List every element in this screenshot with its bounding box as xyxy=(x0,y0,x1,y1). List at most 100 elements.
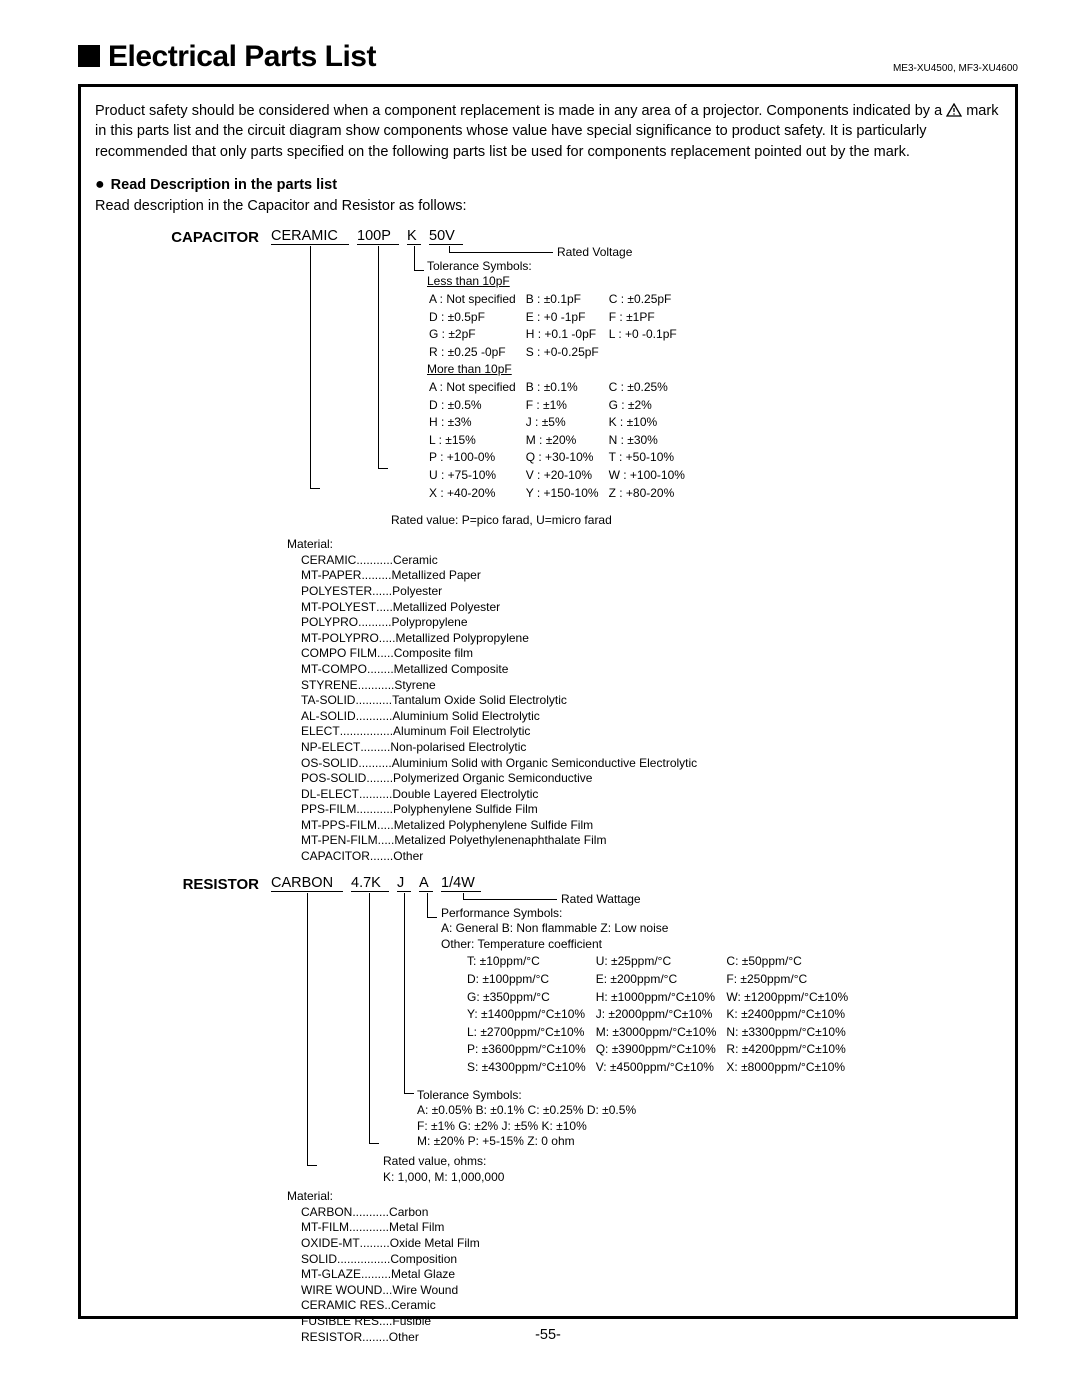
table-cell: J : ±5% xyxy=(526,415,607,431)
material-row: MT-POLYPRO..... Metallized Polypropylene xyxy=(301,631,1001,647)
table-cell: N : ±30% xyxy=(609,433,693,449)
table-cell: K: ±2400ppm/°C±10% xyxy=(726,1007,856,1023)
resistor-rated-value-label: Rated value, ohms: xyxy=(383,1154,1001,1170)
resistor-rated-value-line: K: 1,000, M: 1,000,000 xyxy=(383,1170,1001,1186)
table-cell: C : ±0.25% xyxy=(609,380,693,396)
table-cell: D : ±0.5% xyxy=(429,398,524,414)
material-row: MT-PPS-FILM..... Metalized Polyphenylene… xyxy=(301,818,1001,834)
table-cell: V: ±4500ppm/°C±10% xyxy=(596,1060,725,1076)
table-cell: G: ±350ppm/°C xyxy=(467,990,594,1006)
table-cell: Z : +80-20% xyxy=(609,486,693,502)
rated-wattage-label: Rated Wattage xyxy=(561,892,641,906)
rated-voltage-label: Rated Voltage xyxy=(557,245,632,259)
material-row: MT-PEN-FILM..... Metalized Polyethylenen… xyxy=(301,833,1001,849)
table-cell: R: ±4200ppm/°C±10% xyxy=(726,1042,856,1058)
table-cell xyxy=(858,1042,866,1058)
read-description-text: Read description in the Capacitor and Re… xyxy=(95,198,1001,214)
performance-line-1: A: General B: Non flammable Z: Low noise xyxy=(441,921,1001,937)
resistor-tol-line-2: F: ±1% G: ±2% J: ±5% K: ±10% xyxy=(417,1119,1001,1135)
material-row: FUSIBLE RES.... Fusible xyxy=(301,1314,1001,1330)
material-row: OS-SOLID.......... Aluminium Solid with … xyxy=(301,756,1001,772)
material-row: CARBON........... Carbon xyxy=(301,1205,1001,1221)
material-row: OXIDE-MT......... Oxide Metal Film xyxy=(301,1236,1001,1252)
warning-icon xyxy=(946,103,962,117)
performance-line-2: Other: Temperature coefficient xyxy=(441,937,1001,953)
safety-paragraph: Product safety should be considered when… xyxy=(95,101,1001,162)
table-cell: U: ±25ppm/°C xyxy=(596,954,725,970)
material-row: MT-COMPO........ Metallized Composite xyxy=(301,662,1001,678)
table-cell: R : ±0.25 -0pF xyxy=(429,345,524,361)
table-cell: U : +75-10% xyxy=(429,468,524,484)
table-cell: D : ±0.5pF xyxy=(429,310,524,326)
table-cell: S : +0-0.25pF xyxy=(526,345,607,361)
capacitor-materials: CERAMIC........... CeramicMT-PAPER......… xyxy=(301,553,1001,865)
table-cell: Q : +30-10% xyxy=(526,450,607,466)
table-cell: M : ±20% xyxy=(526,433,607,449)
capacitor-label: CAPACITOR xyxy=(171,229,259,246)
material-row: SOLID................ Composition xyxy=(301,1252,1001,1268)
tolerance-symbols-label: Tolerance Symbols: xyxy=(427,259,1001,275)
table-cell: F : ±1PF xyxy=(609,310,685,326)
material-row: RESISTOR ........ Other xyxy=(301,1330,1001,1346)
table-cell: A : Not specified xyxy=(429,380,524,396)
content-frame: Product safety should be considered when… xyxy=(78,84,1018,1319)
capacitor-lt-table: A : Not specifiedB : ±0.1pFC : ±0.25pF D … xyxy=(427,290,687,362)
material-row: CERAMIC........... Ceramic xyxy=(301,553,1001,569)
table-cell xyxy=(609,345,685,361)
material-row: DL-ELECT.......... Double Layered Electr… xyxy=(301,787,1001,803)
page-title: Electrical Parts List xyxy=(78,40,376,74)
table-cell: S: ±4300ppm/°C±10% xyxy=(467,1060,594,1076)
material-row: ELECT................ Aluminum Foil Elec… xyxy=(301,724,1001,740)
resistor-perf-table: T: ±10ppm/°CU: ±25ppm/°CC: ±50ppm/°CD: ±… xyxy=(465,952,868,1077)
table-cell: E : +0 -1pF xyxy=(526,310,607,326)
material-row: COMPO FILM..... Composite film xyxy=(301,646,1001,662)
table-cell: G : ±2% xyxy=(609,398,693,414)
material-row: PPS-FILM........... Polyphenylene Sulfid… xyxy=(301,802,1001,818)
table-cell: L : ±15% xyxy=(429,433,524,449)
material-row: POLYESTER...... Polyester xyxy=(301,584,1001,600)
capacitor-section: CAPACITOR CERAMIC 100P K 50V Rated Volta… xyxy=(145,228,1001,865)
table-cell: N: ±3300ppm/°C±10% xyxy=(726,1025,856,1041)
material-row: NP-ELECT......... Non-polarised Electrol… xyxy=(301,740,1001,756)
more-than-header: More than 10pF xyxy=(427,362,1001,378)
table-cell xyxy=(858,990,866,1006)
table-cell: C : ±0.25pF xyxy=(609,292,685,308)
material-row: MT-POLYEST..... Metallized Polyester xyxy=(301,600,1001,616)
table-cell: J: ±2000ppm/°C±10% xyxy=(596,1007,725,1023)
table-cell: B : ±0.1% xyxy=(526,380,607,396)
table-cell: Q: ±3900ppm/°C±10% xyxy=(596,1042,725,1058)
read-description-header: Read Description in the parts list xyxy=(95,176,1001,194)
table-cell: V : +20-10% xyxy=(526,468,607,484)
material-row: TA-SOLID........... Tantalum Oxide Solid… xyxy=(301,693,1001,709)
table-cell: W : +100-10% xyxy=(609,468,693,484)
material-row: POS-SOLID........ Polymerized Organic Se… xyxy=(301,771,1001,787)
table-cell: L: ±2700ppm/°C±10% xyxy=(467,1025,594,1041)
table-cell: G : ±2pF xyxy=(429,327,524,343)
material-label: Material: xyxy=(287,537,1001,553)
table-cell: W: ±1200ppm/°C±10% xyxy=(726,990,856,1006)
table-cell: Y : +150-10% xyxy=(526,486,607,502)
table-cell: K : ±10% xyxy=(609,415,693,431)
material-row: MT-PAPER......... Metallized Paper xyxy=(301,568,1001,584)
table-cell: T: ±10ppm/°C xyxy=(467,954,594,970)
less-than-header: Less than 10pF xyxy=(427,274,1001,290)
table-cell: D: ±100ppm/°C xyxy=(467,972,594,988)
material-row: AL-SOLID........... Aluminium Solid Elec… xyxy=(301,709,1001,725)
material-row: WIRE WOUND... Wire Wound xyxy=(301,1283,1001,1299)
table-cell: A : Not specified xyxy=(429,292,524,308)
table-cell: T : +50-10% xyxy=(609,450,693,466)
rated-value-label: Rated value: P=pico farad, U=micro farad xyxy=(391,513,1001,527)
material-row: CAPACITOR....... Other xyxy=(301,849,1001,865)
table-cell xyxy=(858,972,866,988)
resistor-material-label: Material: xyxy=(287,1189,1001,1205)
capacitor-mt-table: A : Not specifiedB : ±0.1%C : ±0.25% D : … xyxy=(427,378,695,503)
table-cell: B : ±0.1pF xyxy=(526,292,607,308)
table-cell: X : +40-20% xyxy=(429,486,524,502)
table-cell: P: ±3600ppm/°C±10% xyxy=(467,1042,594,1058)
table-cell xyxy=(858,1060,866,1076)
capacitor-example: CERAMIC 100P K 50V xyxy=(271,228,1001,245)
table-cell: F : ±1% xyxy=(526,398,607,414)
table-cell: H: ±1000ppm/°C±10% xyxy=(596,990,725,1006)
material-row: POLYPRO.......... Polypropylene xyxy=(301,615,1001,631)
table-cell: X: ±8000ppm/°C±10% xyxy=(726,1060,856,1076)
